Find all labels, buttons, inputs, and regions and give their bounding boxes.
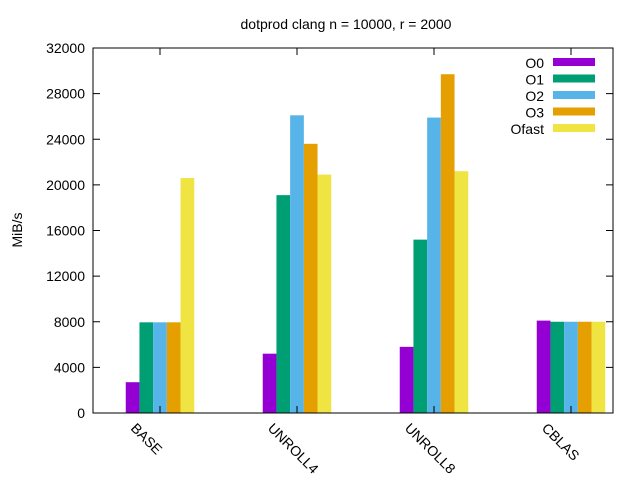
legend-label: O3	[525, 105, 544, 121]
legend-label: O2	[525, 88, 544, 104]
y-axis-label: MiB/s	[9, 213, 25, 248]
legend-label: Ofast	[511, 121, 545, 137]
bar-ofast-cblas	[591, 321, 606, 413]
legend-label: O0	[525, 55, 544, 71]
bar-o1-unroll4	[276, 195, 291, 413]
bar-o3-unroll4	[303, 143, 318, 413]
bar-o0-unroll4	[262, 353, 277, 413]
bar-o2-unroll8	[427, 117, 441, 413]
bar-ofast-unroll4	[317, 174, 332, 413]
x-tick-label: CBLAS	[539, 420, 583, 464]
bar-o2-base	[153, 322, 167, 413]
y-tick-label: 32000	[46, 40, 85, 56]
bar-ofast-unroll8	[454, 171, 469, 413]
bar-o0-cblas	[536, 320, 551, 413]
bar-ofast-base	[180, 178, 195, 413]
y-tick-label: 8000	[54, 314, 85, 330]
bar-o3-cblas	[577, 321, 592, 413]
y-tick-label: 20000	[46, 177, 85, 193]
bar-o2-unroll4	[290, 115, 304, 413]
legend-swatch-o1	[553, 74, 595, 83]
y-axis: 0 4000 8000 12000 16000 20000 24000 28000 32000	[46, 40, 613, 421]
legend-swatch-ofast	[553, 124, 595, 132]
x-tick-label: UNROLL8	[402, 420, 459, 477]
bar-o3-base	[166, 322, 181, 413]
x-tick-label: UNROLL4	[265, 420, 322, 477]
y-tick-label: 12000	[46, 268, 85, 284]
y-tick-label: 24000	[46, 131, 85, 147]
y-tick-label: 28000	[46, 86, 85, 102]
legend-swatch-o2	[553, 91, 595, 99]
bar-o0-unroll8	[399, 346, 414, 413]
bar-o1-unroll8	[413, 239, 428, 413]
legend-swatch-o0	[553, 58, 595, 66]
y-tick-label: 4000	[54, 359, 85, 375]
legend-label: O1	[525, 72, 544, 88]
y-tick-label: 16000	[46, 223, 85, 239]
bar-o1-cblas	[550, 321, 565, 413]
bars-layer	[125, 74, 606, 413]
chart-title: dotprod clang n = 10000, r = 2000	[241, 16, 452, 32]
bar-o3-unroll8	[440, 74, 455, 413]
legend-swatch-o3	[553, 107, 595, 116]
y-tick-label: 0	[77, 405, 85, 421]
x-tick-label: BASE	[128, 420, 166, 458]
bar-o2-cblas	[564, 321, 578, 413]
bar-o0-base	[125, 382, 140, 413]
bar-o1-base	[139, 322, 154, 413]
